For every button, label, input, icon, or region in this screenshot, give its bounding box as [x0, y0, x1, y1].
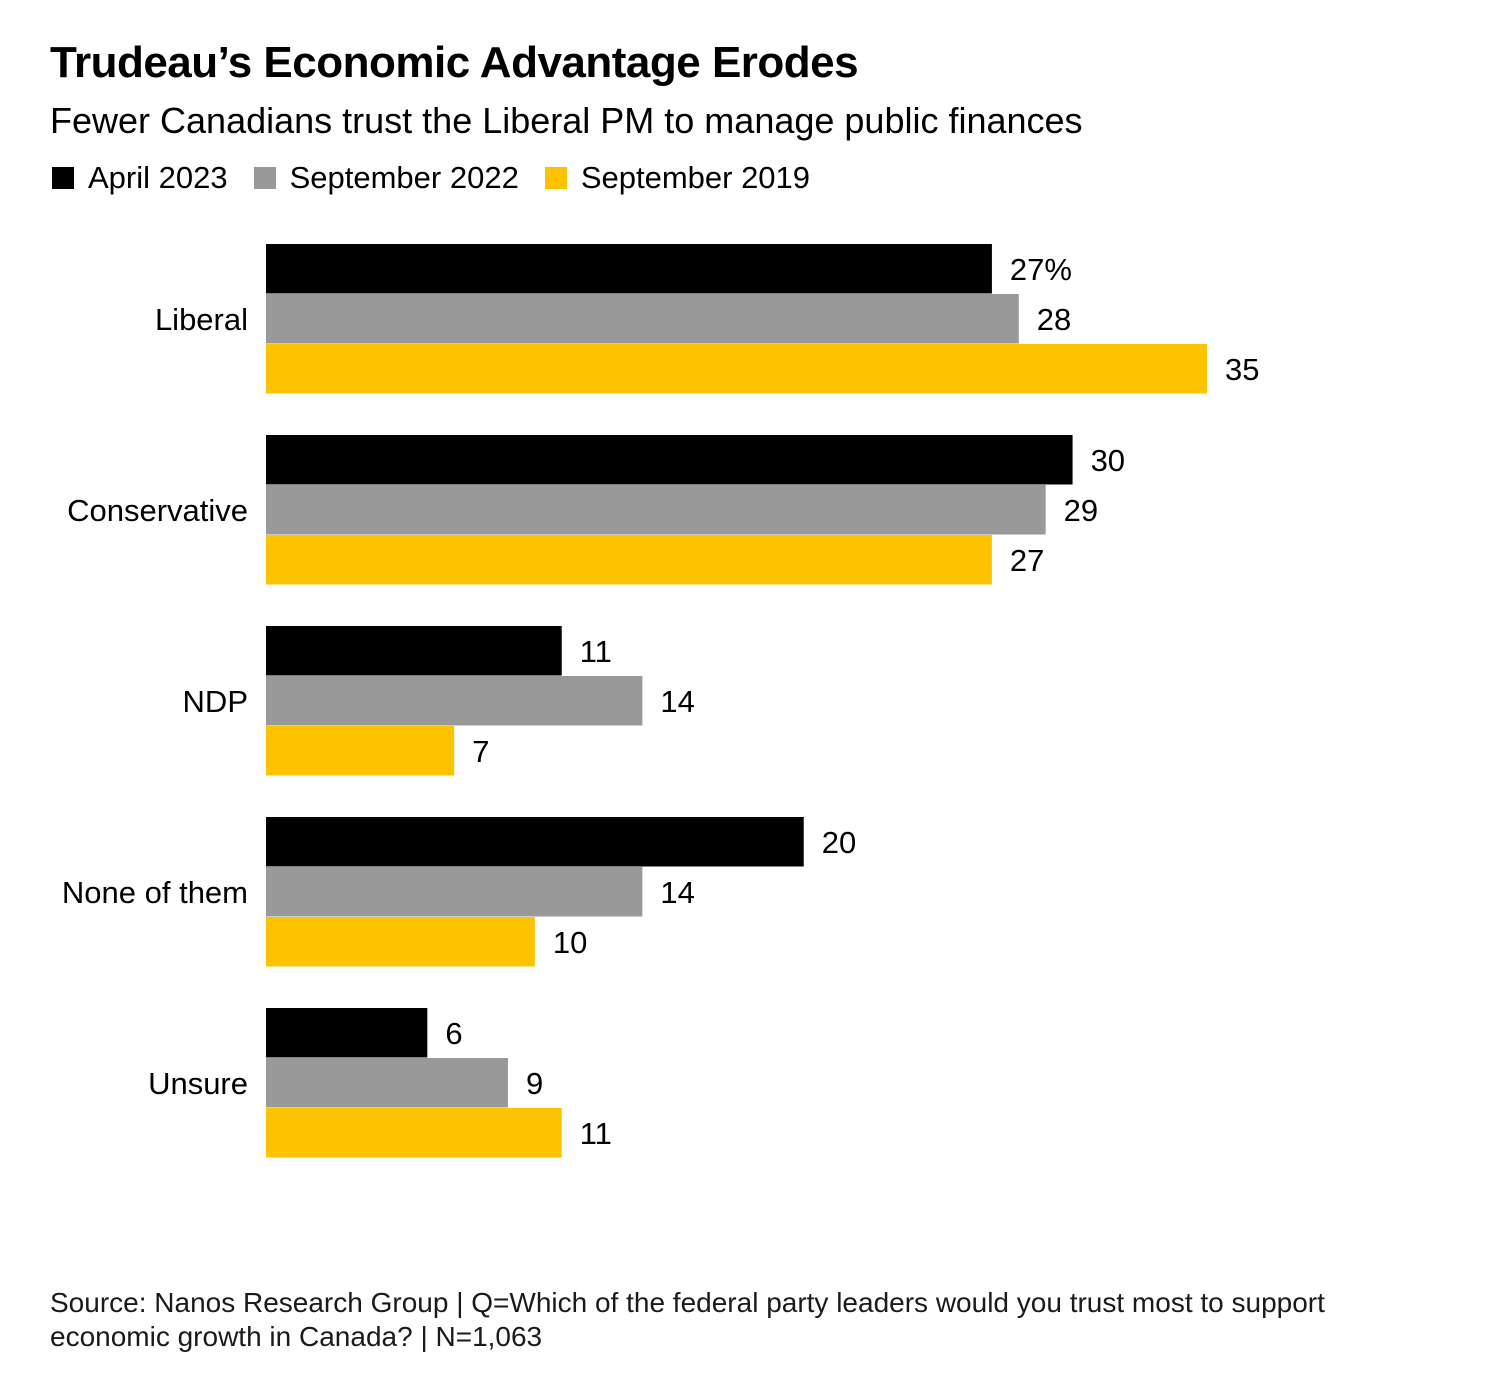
bar-unsure-september-2019 [266, 1108, 562, 1158]
data-label-none-of-them-september-2019: 10 [553, 925, 587, 960]
legend-item-september-2019: September 2019 [544, 160, 811, 196]
category-label-none-of-them: None of them [62, 875, 248, 910]
data-label-ndp-september-2019: 7 [472, 734, 489, 769]
source-note: Source: Nanos Research Group | Q=Which o… [50, 1287, 1325, 1352]
legend-swatch [544, 167, 567, 189]
data-label-conservative-september-2022: 29 [1064, 493, 1098, 528]
data-label-ndp-april-2023: 11 [580, 634, 612, 669]
legend-label: September 2019 [580, 160, 811, 195]
bar-unsure-september-2022 [266, 1058, 508, 1108]
bar-conservative-april-2023 [266, 435, 1073, 485]
data-label-none-of-them-september-2022: 14 [660, 875, 694, 910]
legend-swatch [52, 167, 74, 189]
category-label-conservative: Conservative [67, 493, 248, 528]
data-label-ndp-september-2022: 14 [660, 684, 694, 719]
data-label-none-of-them-april-2023: 20 [822, 825, 856, 860]
bar-chart: Liberal 27% 28 35 Conservative 30 29 27 NDP 11 14 7… [62, 244, 1259, 1158]
bar-none-of-them-september-2022 [266, 867, 643, 917]
data-label-unsure-september-2022: 9 [526, 1066, 543, 1101]
chart-subtitle: Fewer Canadians trust the Liberal PM to … [50, 100, 1083, 141]
data-label-unsure-september-2019: 11 [580, 1116, 612, 1151]
data-label-liberal-september-2019: 35 [1225, 352, 1259, 387]
chart-title: Trudeau’s Economic Advantage Erodes [50, 38, 859, 87]
category-label-ndp: NDP [183, 684, 248, 719]
bar-none-of-them-september-2019 [266, 917, 535, 967]
bar-none-of-them-april-2023 [266, 817, 804, 867]
bar-ndp-september-2019 [266, 726, 455, 776]
bar-liberal-april-2023 [266, 244, 992, 294]
category-label-liberal: Liberal [155, 302, 248, 337]
bar-conservative-september-2022 [266, 485, 1046, 535]
legend-label: April 2023 [88, 160, 228, 195]
legend-swatch [253, 167, 276, 189]
bar-liberal-september-2022 [266, 294, 1019, 344]
legend-label: September 2022 [289, 160, 519, 195]
bar-conservative-september-2019 [266, 535, 992, 585]
legend-item-september-2022: September 2022 [253, 160, 519, 196]
data-label-liberal-april-2023: 27% [1010, 252, 1072, 287]
bar-ndp-september-2022 [266, 676, 643, 726]
legend-item-april-2023: April 2023 [52, 160, 228, 196]
data-label-liberal-september-2022: 28 [1037, 302, 1071, 337]
data-label-conservative-september-2019: 27 [1010, 543, 1044, 578]
legend: April 2023 September 2022 September 2019 [52, 160, 836, 196]
data-label-unsure-april-2023: 6 [445, 1016, 462, 1051]
category-label-unsure: Unsure [148, 1066, 248, 1101]
bar-liberal-september-2019 [266, 344, 1207, 394]
bar-unsure-april-2023 [266, 1008, 428, 1058]
bar-ndp-april-2023 [266, 626, 562, 676]
data-label-conservative-april-2023: 30 [1091, 443, 1125, 478]
